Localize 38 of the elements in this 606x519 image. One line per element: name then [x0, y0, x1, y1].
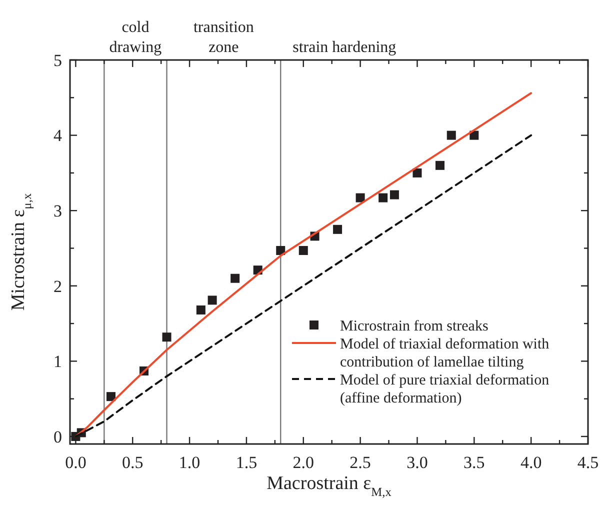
x-tick-label: 0.5: [122, 453, 144, 472]
x-axis-title: Macrostrain ε$_{M,x}$: [266, 473, 392, 499]
x-tick-label: 3.5: [464, 453, 485, 472]
x-tick-label: 1.5: [236, 453, 258, 472]
x-tick-label: 0.0: [65, 453, 86, 472]
y-tick-label: 5: [54, 50, 62, 70]
x-tick-label: 4.0: [520, 453, 542, 472]
point: [390, 190, 399, 200]
x-tick-label: 2.0: [292, 453, 314, 472]
point: [276, 246, 286, 255]
point: [298, 246, 308, 255]
point: [106, 392, 116, 402]
y-tick-label: 0: [54, 427, 62, 446]
y-tick-label: 4: [54, 126, 62, 146]
point: [378, 193, 388, 202]
point: [446, 130, 456, 140]
y-tick-label: 3: [54, 202, 62, 221]
point: [208, 296, 217, 305]
x-tick-label: 1.0: [178, 453, 200, 472]
point: [470, 130, 479, 140]
point: [162, 332, 172, 342]
y-tick-label: 1: [54, 352, 62, 372]
ref-line-label: transition zone: [193, 19, 254, 56]
point: [412, 168, 422, 178]
x-tick-label: 2.5: [350, 453, 371, 472]
ref-line-label: strain hardening: [292, 39, 396, 56]
ref-line-label: cold drawing: [109, 19, 162, 56]
point: [436, 160, 444, 170]
y-tick-label: 2: [54, 276, 62, 296]
x-tick-label: 4.5: [577, 453, 599, 472]
point: [230, 274, 240, 283]
point: [356, 193, 365, 202]
legend-label: Model of triaxial deformation with contribution of lamellae tilting: [340, 336, 550, 370]
point: [196, 305, 206, 314]
x-tick-label: 3.0: [406, 453, 428, 472]
point: [333, 224, 342, 234]
legend-label: Model of pure triaxial deformation (affine deformation): [340, 372, 550, 406]
legend-label: Microstrain from streaks: [340, 318, 488, 334]
